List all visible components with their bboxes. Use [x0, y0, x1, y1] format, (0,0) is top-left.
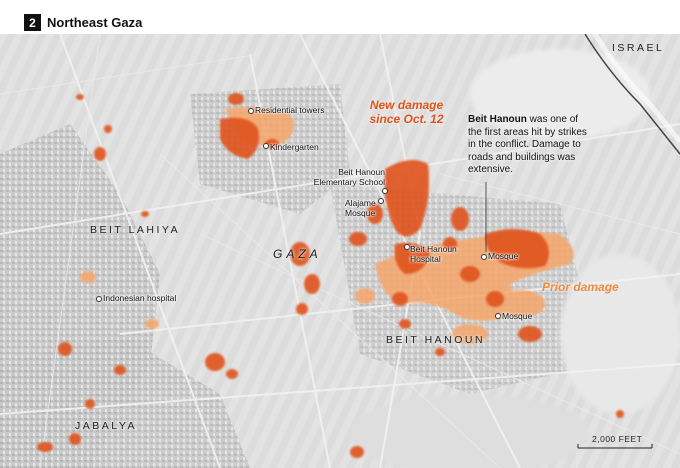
section-number-badge: 2 — [24, 14, 41, 31]
israel-border-line — [584, 34, 680, 155]
annotation-bold: Beit Hanoun — [468, 114, 527, 125]
annotation-text: was one of the first areas hit by strike… — [468, 114, 587, 175]
alajame-mosque-label: Alajame Mosque — [345, 198, 376, 218]
open-land — [470, 49, 650, 139]
beit-hanoun-annotation: Beit Hanoun was one of the first areas h… — [468, 114, 590, 177]
residential-towers-marker — [248, 108, 254, 114]
beit-hanoun-label: BEIT HANOUN — [386, 334, 486, 346]
gaza-label: GAZA — [273, 247, 322, 261]
scale-label: 2,000 FEET — [592, 434, 643, 444]
new-damage-label: New damage since Oct. 12 — [369, 98, 444, 126]
kindergarten-label: Kindergarten — [270, 142, 319, 152]
hospital-marker — [404, 244, 410, 250]
alajame-mosque-marker — [378, 198, 384, 204]
mosque-marker — [495, 313, 501, 319]
map-header: 2 Northeast Gaza — [0, 0, 680, 34]
residential-towers-label: Residential towers — [255, 105, 325, 115]
beit-lahiya-label: BEIT LAHIYA — [90, 224, 181, 236]
jabalya-label: JABALYA — [75, 420, 138, 432]
prior-damage-label: Prior damage — [542, 280, 619, 294]
mosque-label: Mosque — [488, 251, 519, 261]
kindergarten-marker — [263, 143, 269, 149]
hospital-label: Beit Hanoun Hospital — [410, 244, 457, 264]
scale-bar — [577, 444, 653, 449]
mosque-marker — [481, 254, 487, 260]
jabalya-urban — [0, 334, 250, 468]
open-land — [350, 394, 590, 468]
satellite-map: ISRAEL BEIT LAHIYA GAZA BEIT HANOUN JABA… — [0, 34, 680, 468]
israel-label: ISRAEL — [612, 42, 665, 54]
elementary-school-marker — [382, 188, 388, 194]
mosque-label: Mosque — [502, 311, 533, 321]
open-land — [560, 254, 680, 414]
new-damage-areas — [37, 93, 624, 458]
map-base — [0, 34, 680, 468]
indonesian-hospital-label: Indonesian hospital — [103, 293, 177, 303]
indonesian-hospital-marker — [96, 296, 102, 302]
map-title: Northeast Gaza — [47, 15, 143, 30]
elementary-school-label: Beit Hanoun Elementary School — [313, 167, 385, 187]
